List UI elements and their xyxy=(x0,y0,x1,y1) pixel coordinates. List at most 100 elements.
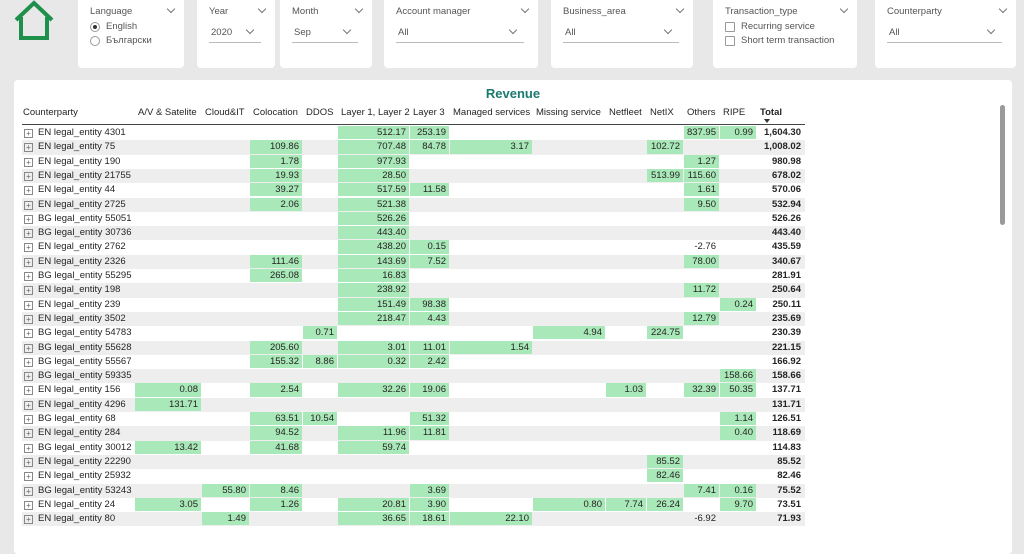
cell-highlight xyxy=(338,497,409,512)
row-header[interactable]: EN legal_entity 44 xyxy=(38,184,116,196)
row-header[interactable]: BG legal_entity 54783 xyxy=(38,327,132,339)
expand-icon[interactable]: + xyxy=(24,200,33,210)
row-header[interactable]: EN legal_entity 284 xyxy=(38,427,121,439)
row-header[interactable]: BG legal_entity 30012 xyxy=(38,441,132,453)
row-header[interactable]: EN legal_entity 25932 xyxy=(38,470,131,482)
row-header[interactable]: EN legal_entity 80 xyxy=(38,513,116,525)
expand-icon[interactable]: + xyxy=(24,357,33,367)
option-label[interactable]: Short term transaction xyxy=(741,35,835,46)
column-header[interactable]: Layer 3 xyxy=(413,107,445,118)
expand-icon[interactable]: + xyxy=(24,486,33,496)
expand-icon[interactable]: + xyxy=(24,229,33,239)
slicer-chevron[interactable] xyxy=(520,4,530,14)
value-cell: 59.74 xyxy=(382,441,406,453)
row-header[interactable]: EN legal_entity 2326 xyxy=(38,255,126,267)
expand-icon[interactable]: + xyxy=(24,457,33,467)
row-header[interactable]: EN legal_entity 75 xyxy=(38,141,116,153)
value-cell: 8.86 xyxy=(315,355,335,367)
slicer-chevron[interactable] xyxy=(675,4,685,14)
row-stripe xyxy=(22,168,805,184)
value-cell: 205.60 xyxy=(269,341,299,353)
row-header[interactable]: EN legal_entity 4301 xyxy=(38,127,126,138)
checkbox[interactable] xyxy=(725,36,735,46)
value-cell: 10.54 xyxy=(310,413,334,424)
slicer-chevron[interactable] xyxy=(354,4,364,14)
option-label[interactable]: English xyxy=(106,21,138,32)
checkbox[interactable] xyxy=(725,22,735,32)
column-header[interactable]: Netfleet xyxy=(609,107,642,118)
row-header[interactable]: EN legal_entity 198 xyxy=(38,284,121,296)
column-header[interactable]: Cloud&IT xyxy=(205,107,245,118)
row-header[interactable]: BG legal_entity 55051 xyxy=(38,212,132,224)
expand-icon[interactable]: + xyxy=(24,472,33,482)
row-header[interactable]: EN legal_entity 4296 xyxy=(38,398,126,410)
radio[interactable] xyxy=(90,22,100,32)
row-header[interactable]: BG legal_entity 55567 xyxy=(38,355,132,367)
row-header[interactable]: BG legal_entity 55628 xyxy=(38,341,132,353)
expand-icon[interactable]: + xyxy=(24,372,33,382)
expand-icon[interactable]: + xyxy=(24,257,33,267)
expand-icon[interactable]: + xyxy=(24,343,33,353)
column-header[interactable]: NetIX xyxy=(650,107,674,118)
expand-icon[interactable]: + xyxy=(24,429,33,439)
expand-icon[interactable]: + xyxy=(24,129,33,138)
expand-icon[interactable]: + xyxy=(24,186,33,196)
column-header[interactable]: Managed services xyxy=(453,107,531,118)
home-icon[interactable] xyxy=(12,0,56,42)
slicer-chevron[interactable] xyxy=(257,4,267,14)
column-header[interactable]: Counterparty xyxy=(23,107,78,118)
row-header[interactable]: BG legal_entity 68 xyxy=(38,413,116,424)
dropdown[interactable]: 2020 xyxy=(209,24,261,43)
expand-icon[interactable]: + xyxy=(24,386,33,396)
column-header[interactable]: RIPE xyxy=(723,107,746,118)
expand-icon[interactable]: + xyxy=(24,329,33,339)
expand-icon[interactable]: + xyxy=(24,286,33,296)
dropdown[interactable]: All xyxy=(887,24,1002,43)
column-header[interactable]: Layer 1, Layer 2 xyxy=(341,107,410,118)
row-header[interactable]: EN legal_entity 156 xyxy=(38,384,121,396)
dropdown[interactable]: All xyxy=(563,24,679,43)
expand-icon[interactable]: + xyxy=(24,143,33,153)
row-header[interactable]: EN legal_entity 21755 xyxy=(38,169,131,181)
column-header[interactable]: A/V & Satelite xyxy=(138,107,197,118)
expand-icon[interactable]: + xyxy=(24,157,33,167)
column-header[interactable]: Others xyxy=(687,107,716,118)
row-header[interactable]: EN legal_entity 3502 xyxy=(38,312,126,324)
expand-icon[interactable]: + xyxy=(24,214,33,224)
expand-icon[interactable]: + xyxy=(24,314,33,324)
expand-icon[interactable]: + xyxy=(24,171,33,181)
row-header[interactable]: BG legal_entity 55295 xyxy=(38,270,132,281)
slicer-chevron[interactable] xyxy=(166,4,176,14)
slicer-chevron[interactable] xyxy=(839,4,849,14)
option-label[interactable]: Български xyxy=(106,35,152,46)
column-header[interactable]: Missing service xyxy=(536,107,601,118)
option-label[interactable]: Recurring service xyxy=(741,21,815,32)
row-header[interactable]: EN legal_entity 22290 xyxy=(38,455,131,467)
expand-icon[interactable]: + xyxy=(24,415,33,424)
expand-icon[interactable]: + xyxy=(24,400,33,410)
expand-icon[interactable]: + xyxy=(24,243,33,253)
row-header[interactable]: EN legal_entity 2762 xyxy=(38,241,126,253)
value-cell: 0.15 xyxy=(427,241,447,253)
row-header[interactable]: EN legal_entity 190 xyxy=(38,155,121,167)
column-header[interactable]: Total xyxy=(760,107,782,118)
row-header[interactable]: EN legal_entity 24 xyxy=(38,498,116,510)
expand-icon[interactable]: + xyxy=(24,300,33,310)
row-header[interactable]: BG legal_entity 30736 xyxy=(38,227,132,239)
dropdown[interactable]: All xyxy=(396,24,524,43)
expand-icon[interactable]: + xyxy=(24,272,33,281)
total-cell: 443.40 xyxy=(771,227,801,239)
total-cell: 75.52 xyxy=(777,484,801,496)
dropdown[interactable]: Sep xyxy=(292,24,358,43)
row-header[interactable]: EN legal_entity 2725 xyxy=(38,198,126,210)
expand-icon[interactable]: + xyxy=(24,515,33,525)
expand-icon[interactable]: + xyxy=(24,443,33,453)
column-header[interactable]: Colocation xyxy=(253,107,298,118)
column-header[interactable]: DDOS xyxy=(306,107,334,118)
row-header[interactable]: BG legal_entity 53243 xyxy=(38,484,132,496)
row-header[interactable]: EN legal_entity 239 xyxy=(38,298,121,310)
slicer-chevron[interactable] xyxy=(998,4,1008,14)
row-header[interactable]: BG legal_entity 59335 xyxy=(38,370,132,382)
expand-icon[interactable]: + xyxy=(24,500,33,510)
radio[interactable] xyxy=(90,36,100,46)
